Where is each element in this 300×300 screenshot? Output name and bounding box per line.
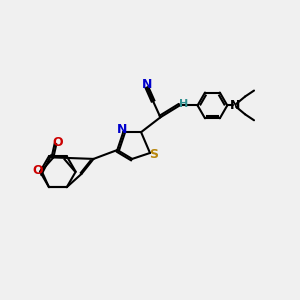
Text: O: O (52, 136, 63, 149)
Text: N: N (117, 123, 127, 136)
Text: N: N (230, 99, 240, 112)
Text: H: H (179, 99, 188, 109)
Text: S: S (149, 148, 158, 161)
Text: O: O (33, 164, 43, 177)
Text: N: N (142, 78, 152, 91)
